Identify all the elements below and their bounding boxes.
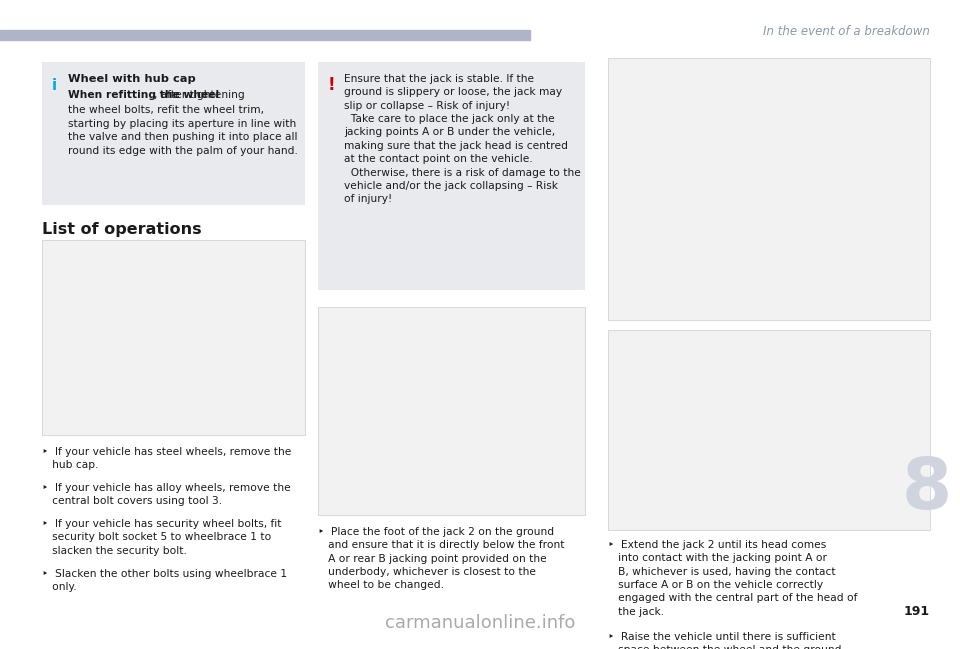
Text: ‣  If your vehicle has steel wheels, remove the
   hub cap.: ‣ If your vehicle has steel wheels, remo… [42,447,292,471]
Text: !: ! [328,76,336,94]
Text: the wheel bolts, refit the wheel trim,
starting by placing its aperture in line : the wheel bolts, refit the wheel trim, s… [68,105,298,156]
Text: ‣  If your vehicle has security wheel bolts, fit
   security bolt socket 5 to wh: ‣ If your vehicle has security wheel bol… [42,519,281,556]
Text: When refitting the wheel: When refitting the wheel [68,90,219,100]
Bar [42,240,305,435]
Bar [42,62,305,205]
Text: ‣  If your vehicle has alloy wheels, remove the
   central bolt covers using too: ‣ If your vehicle has alloy wheels, remo… [42,483,291,506]
Bar [0,30,530,40]
Bar [608,330,930,530]
Text: 191: 191 [904,605,930,618]
Text: In the event of a breakdown: In the event of a breakdown [763,25,930,38]
Text: ‣  Slacken the other bolts using wheelbrace 1
   only.: ‣ Slacken the other bolts using wheelbra… [42,569,287,593]
Text: i: i [52,78,58,93]
Text: Wheel with hub cap: Wheel with hub cap [68,74,196,84]
Text: 8: 8 [901,456,952,524]
Text: ‣  Raise the vehicle until there is sufficient
   space between the wheel and th: ‣ Raise the vehicle until there is suffi… [608,632,842,649]
Bar [318,62,585,290]
Text: ‣  Extend the jack 2 until its head comes
   into contact with the jacking point: ‣ Extend the jack 2 until its head comes… [608,540,857,617]
Text: carmanualonline.info: carmanualonline.info [385,614,575,632]
Bar [318,307,585,515]
Text: , after tightening: , after tightening [154,90,245,100]
Text: ‣  Place the foot of the jack 2 on the ground
   and ensure that it is directly : ‣ Place the foot of the jack 2 on the gr… [318,527,564,591]
Bar [608,58,930,320]
Text: List of operations: List of operations [42,222,202,237]
Text: Ensure that the jack is stable. If the
ground is slippery or loose, the jack may: Ensure that the jack is stable. If the g… [344,74,581,204]
